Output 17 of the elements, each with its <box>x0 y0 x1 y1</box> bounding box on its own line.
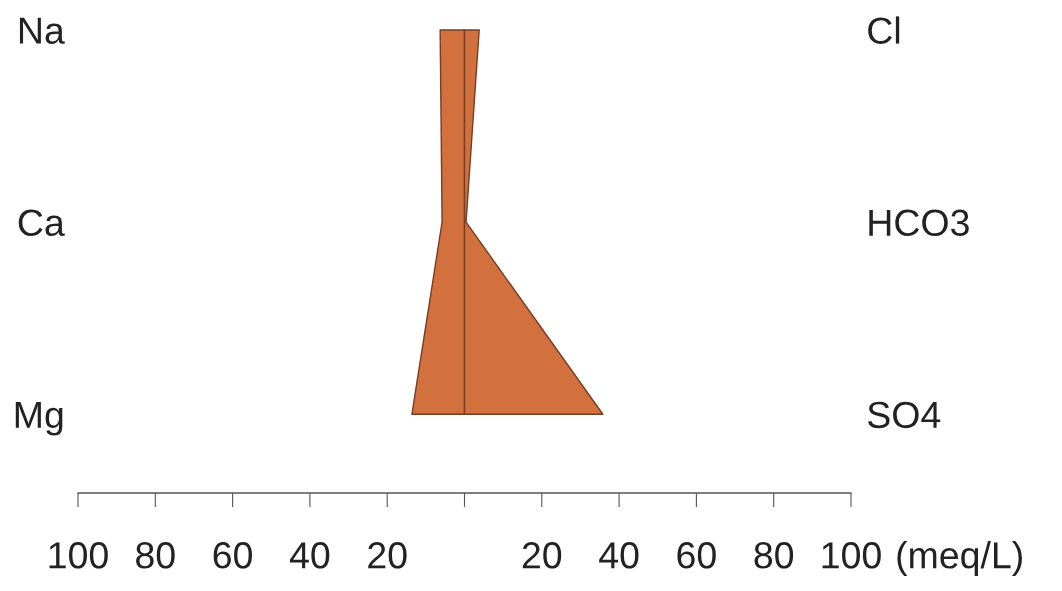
x-tick-label: 40 <box>599 542 639 569</box>
y-tick-label: Ca <box>18 209 65 237</box>
x-axis-title: (meq/L) <box>897 541 1022 577</box>
x-tick-label: 100 <box>822 542 881 569</box>
x-tick-label: 80 <box>136 542 175 569</box>
y2-tick-label: Cl <box>868 16 900 44</box>
x-tick-label: 80 <box>754 542 794 569</box>
x-tick-label: 100 <box>49 542 108 569</box>
y-tick-label: Na <box>19 17 65 44</box>
y2-tick-label: HCO3 <box>869 209 969 237</box>
y2-tick-label: SO4 <box>867 401 941 429</box>
y-tick-label: Mg <box>15 402 63 436</box>
x-tick-label: 60 <box>213 542 252 569</box>
x-tick-label: 20 <box>522 542 562 569</box>
x-tick-label: 60 <box>677 542 716 569</box>
x-tick-label: 20 <box>368 542 407 569</box>
x-tick-label: 40 <box>289 542 330 569</box>
